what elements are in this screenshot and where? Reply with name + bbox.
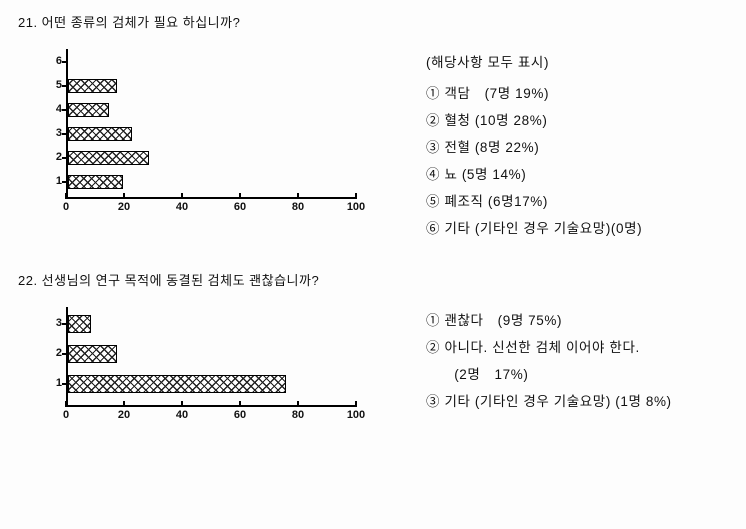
answer-item: ③ 전혈 (8명 22%)	[426, 134, 728, 161]
x-axis-label: 60	[226, 201, 254, 213]
bar	[68, 151, 149, 165]
x-axis-label: 100	[342, 201, 370, 213]
x-axis-label: 40	[168, 409, 196, 421]
x-axis-tick	[65, 193, 67, 199]
x-axis-tick	[297, 193, 299, 199]
bar	[68, 175, 123, 189]
bar	[68, 345, 117, 363]
plot-area: 123456	[66, 49, 356, 199]
question-title: 21. 어떤 종류의 검체가 필요 하십니까?	[18, 12, 728, 31]
bar	[68, 127, 132, 141]
answer-item: ⑥ 기타 (기타인 경우 기술요망)(0명)	[426, 215, 728, 242]
x-axis-tick	[239, 193, 241, 199]
x-axis-tick	[123, 193, 125, 199]
answer-item: ① 객담 (7명 19%)	[426, 80, 728, 107]
chart-area: 123456020406080100	[66, 49, 356, 217]
y-axis-label: 5	[48, 79, 62, 91]
x-axis: 020406080100	[66, 199, 356, 217]
answer-item: ② 혈청 (10명 28%)	[426, 107, 728, 134]
y-axis-label: 3	[48, 317, 62, 329]
x-axis-label: 40	[168, 201, 196, 213]
answer-item: ④ 뇨 (5명 14%)	[426, 161, 728, 188]
x-axis-label: 100	[342, 409, 370, 421]
y-axis-label: 2	[48, 347, 62, 359]
chart-area: 123020406080100	[66, 307, 356, 425]
answer-item: ① 괜찮다 (9명 75%)	[426, 307, 728, 334]
x-axis-tick	[123, 401, 125, 407]
answer-item: ③ 기타 (기타인 경우 기술요망) (1명 8%)	[426, 388, 728, 415]
y-axis-label: 6	[48, 55, 62, 67]
answer-item: ⑤ 폐조직 (6명17%)	[426, 188, 728, 215]
bar-chart: 123456020406080100	[66, 49, 356, 217]
y-axis-label: 1	[48, 175, 62, 187]
y-axis-tick	[62, 61, 68, 63]
x-axis-tick	[355, 193, 357, 199]
answer-list: (해당사항 모두 표시) ① 객담 (7명 19%)② 혈청 (10명 28%)③…	[426, 49, 728, 242]
x-axis-label: 80	[284, 201, 312, 213]
y-axis-label: 1	[48, 377, 62, 389]
answer-note: (해당사항 모두 표시)	[426, 49, 728, 76]
x-axis-tick	[239, 401, 241, 407]
question-1: 21. 어떤 종류의 검체가 필요 하십니까?12345602040608010…	[18, 12, 728, 242]
x-axis-label: 60	[226, 409, 254, 421]
x-axis-label: 0	[52, 409, 80, 421]
answer-list: ① 괜찮다 (9명 75%)② 아니다. 신선한 검체 이어야 한다. (2명 …	[426, 307, 728, 415]
x-axis-label: 80	[284, 409, 312, 421]
x-axis-tick	[181, 401, 183, 407]
x-axis-tick	[65, 401, 67, 407]
y-axis-label: 3	[48, 127, 62, 139]
bar	[68, 103, 109, 117]
plot-area: 123	[66, 307, 356, 407]
answer-item: ② 아니다. 신선한 검체 이어야 한다.	[426, 334, 728, 361]
x-axis-tick	[181, 193, 183, 199]
bar	[68, 315, 91, 333]
question-title: 22. 선생님의 연구 목적에 동결된 검체도 괜찮습니까?	[18, 270, 728, 289]
bar	[68, 375, 286, 393]
y-axis-label: 4	[48, 103, 62, 115]
bar-chart: 123020406080100	[66, 307, 356, 425]
question-2: 22. 선생님의 연구 목적에 동결된 검체도 괜찮습니까?1230204060…	[18, 270, 728, 425]
x-axis-tick	[355, 401, 357, 407]
x-axis-label: 20	[110, 409, 138, 421]
x-axis-label: 0	[52, 201, 80, 213]
x-axis-tick	[297, 401, 299, 407]
y-axis-label: 2	[48, 151, 62, 163]
x-axis-label: 20	[110, 201, 138, 213]
x-axis: 020406080100	[66, 407, 356, 425]
question-content: 123020406080100① 괜찮다 (9명 75%)② 아니다. 신선한 …	[18, 307, 728, 425]
question-content: 123456020406080100(해당사항 모두 표시)① 객담 (7명 1…	[18, 49, 728, 242]
bar	[68, 79, 117, 93]
answer-item: (2명 17%)	[426, 361, 728, 388]
